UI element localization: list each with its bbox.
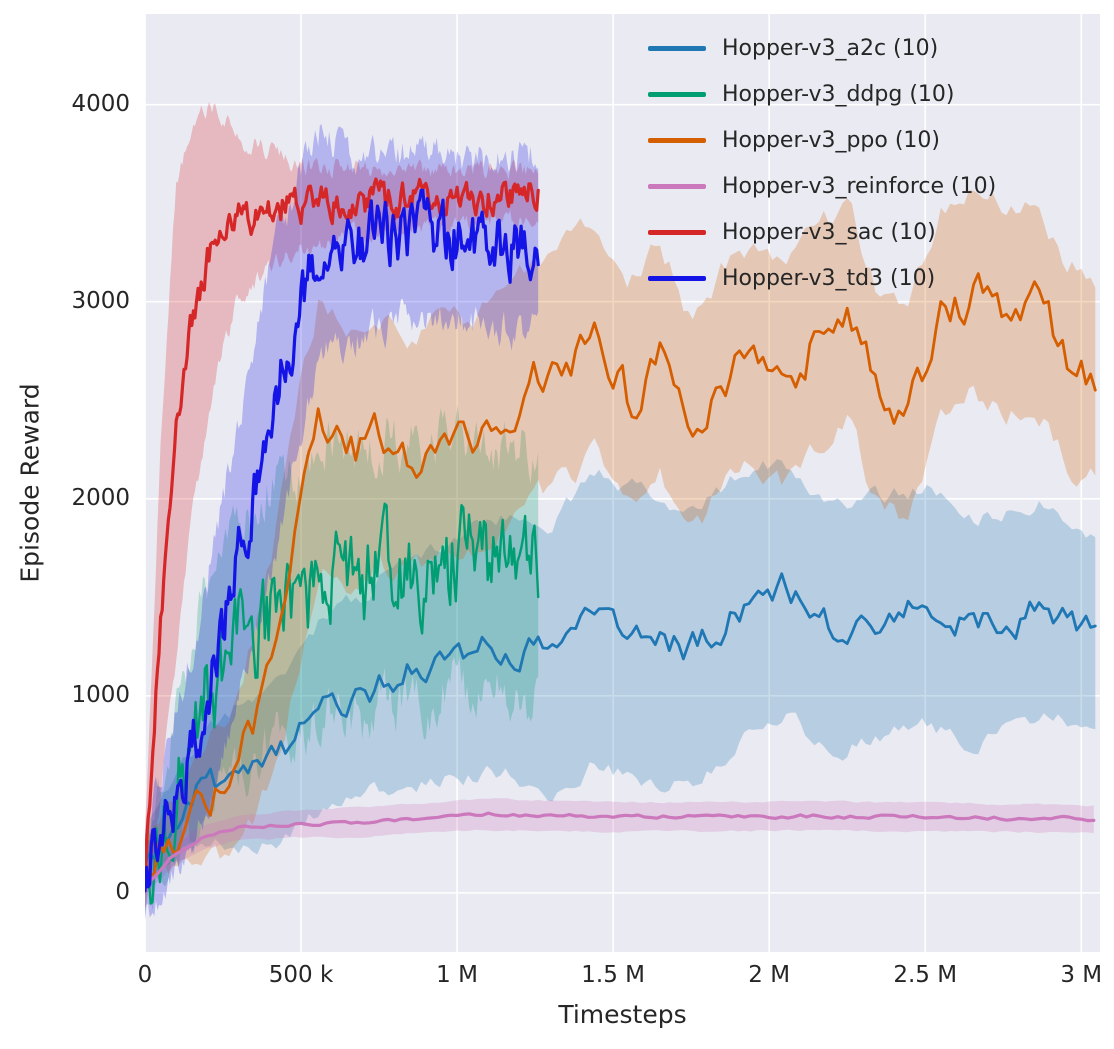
x-tick-label: 0 xyxy=(137,962,153,988)
legend-label: Hopper-v3_ddpg (10) xyxy=(722,82,955,107)
y-tick-label: 1000 xyxy=(71,681,130,708)
confidence-band xyxy=(145,123,539,921)
x-tick-label: 3 M xyxy=(1060,962,1103,988)
legend-item: Hopper-v3_reinforce (10) xyxy=(648,170,996,203)
series-line xyxy=(145,177,540,877)
series-line xyxy=(145,188,540,893)
confidence-band xyxy=(145,190,1096,881)
legend-item: Hopper-v3_ppo (10) xyxy=(648,124,996,157)
y-tick-label: 4000 xyxy=(71,90,130,117)
legend-label: Hopper-v3_a2c (10) xyxy=(722,36,939,61)
x-axis-label: Timesteps xyxy=(558,1000,687,1029)
series-line xyxy=(145,272,1097,878)
y-tick-label: 3000 xyxy=(71,287,130,314)
legend-line-swatch xyxy=(648,46,706,51)
confidence-band xyxy=(145,798,1094,896)
legend-item: Hopper-v3_sac (10) xyxy=(648,216,996,249)
x-tick-label: 500 k xyxy=(268,962,334,988)
y-tick-label: 2000 xyxy=(71,484,130,511)
legend-line-swatch xyxy=(648,92,706,97)
y-axis-label: Episode Reward xyxy=(15,383,45,583)
series-line xyxy=(145,811,1096,890)
series-line xyxy=(145,572,1097,865)
legend-line-swatch xyxy=(648,138,706,143)
legend-line-swatch xyxy=(648,184,706,189)
legend: Hopper-v3_a2c (10) Hopper-v3_ddpg (10) Hop… xyxy=(648,32,996,295)
y-tick-label: 0 xyxy=(115,878,130,905)
legend-label: Hopper-v3_td3 (10) xyxy=(722,266,936,291)
legend-item: Hopper-v3_td3 (10) xyxy=(648,262,996,295)
plot-background xyxy=(145,14,1100,952)
confidence-band xyxy=(145,459,1096,892)
x-tick-label: 1.5 M xyxy=(581,962,645,988)
x-tick-label: 2 M xyxy=(748,962,791,988)
confidence-band xyxy=(145,102,539,910)
confidence-band xyxy=(145,405,539,916)
legend-item: Hopper-v3_ddpg (10) xyxy=(648,78,996,111)
legend-line-swatch xyxy=(648,276,706,281)
legend-line-swatch xyxy=(648,230,706,235)
legend-label: Hopper-v3_reinforce (10) xyxy=(722,174,997,199)
legend-label: Hopper-v3_ppo (10) xyxy=(722,128,941,153)
legend-label: Hopper-v3_sac (10) xyxy=(722,220,936,245)
x-tick-label: 1 M xyxy=(436,962,478,988)
x-tick-label: 2.5 M xyxy=(893,962,958,988)
legend-item: Hopper-v3_a2c (10) xyxy=(648,32,996,65)
